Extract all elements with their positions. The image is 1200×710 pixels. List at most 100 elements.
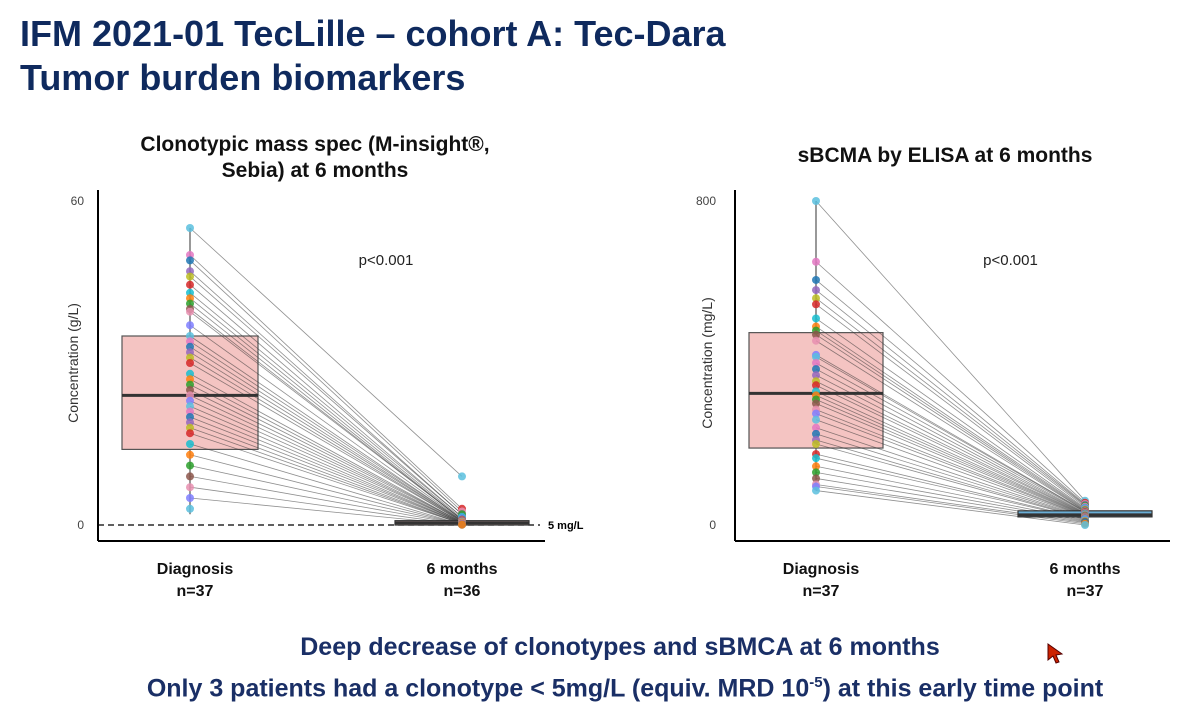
chart1-point-diagnosis [186, 504, 194, 513]
chart2-point-diagnosis [812, 197, 820, 205]
footer-line-2: Only 3 patients had a clonotype < 5mg/L … [0, 668, 1200, 703]
chart2-pair-line [815, 419, 1086, 518]
chart2-pair-line [815, 303, 1086, 508]
chart1-n-label-0: n=37 [177, 583, 214, 600]
chart2-pair-line [815, 297, 1086, 506]
chart1-p-value: p<0.001 [359, 252, 414, 269]
chart2-category-label-1: 6 months [1049, 561, 1120, 578]
chart2-point-diagnosis [812, 294, 820, 303]
chart2-pair-line [815, 318, 1086, 509]
chart2-pair-line [815, 395, 1086, 516]
chart1-pair-line [189, 486, 463, 526]
chart2-y-axis-label: Concentration (mg/L) [699, 297, 715, 429]
chart2-pair-line [815, 384, 1086, 515]
chart2-pair-line [815, 453, 1086, 520]
chart2-pair-line [815, 443, 1086, 519]
chart2-pair-line [815, 409, 1086, 517]
chart2-pair-line [815, 330, 1086, 510]
chart1-title-line-1: Clonotypic mass spec (M-insight®, [140, 133, 490, 156]
chart1-pair-line [189, 389, 463, 524]
chart1-point-diagnosis [186, 450, 194, 459]
chart1-pair-line [189, 384, 463, 523]
chart1-point-diagnosis [186, 429, 194, 438]
chart1-point-diagnosis [186, 321, 194, 330]
chart1-point-diagnosis [186, 494, 194, 502]
chart1-point-diagnosis [186, 483, 194, 492]
footer-line-2-text-b: ) at this early time point [822, 674, 1104, 703]
chart2-point-diagnosis [812, 352, 820, 361]
chart2-point-diagnosis [812, 330, 820, 339]
chart1-pair-line [189, 270, 463, 515]
chart1-y-axis-label: Concentration (g/L) [65, 303, 81, 423]
chart2-point-diagnosis [812, 462, 820, 471]
chart1-point-6-months [458, 472, 466, 481]
chart2-point-diagnosis [812, 468, 820, 477]
chart2-pair-line [815, 279, 1086, 505]
chart2-pair-line [815, 354, 1086, 512]
chart1-pair-line [189, 227, 463, 477]
chart1-pair-line [189, 411, 463, 524]
chart2-y-tick-label-1: 800 [696, 194, 716, 208]
chart2-category-label-0: Diagnosis [783, 561, 860, 578]
chart2-pair-line [815, 261, 1086, 504]
chart2-point-diagnosis [812, 399, 820, 408]
footer-line-2-text-a: Only 3 patients had a clonotype < 5mg/L … [146, 674, 810, 703]
chart1-pair-line [189, 405, 463, 524]
chart1-point-diagnosis [186, 280, 194, 289]
chart1-pair-line [189, 416, 463, 524]
chart2-pair-line [815, 289, 1086, 506]
chart1-pair-line [189, 297, 463, 519]
chart1-y-tick-label-1: 60 [71, 194, 85, 208]
chart1-title: Clonotypic mass spec (M-insight®, Sebia)… [90, 132, 540, 184]
chart1-pair-line [189, 284, 463, 518]
chart2-point-diagnosis [812, 409, 820, 418]
chart1-pair-line [189, 400, 463, 524]
chart1-pair-line [189, 260, 463, 512]
chart1-pair-line [189, 276, 463, 515]
chart2-point-diagnosis [812, 286, 820, 295]
chart1-pair-line [189, 254, 463, 510]
title-line-2: Tumor burden biomarkers [20, 57, 466, 98]
chart1-pair-line [189, 443, 463, 525]
chart1-category-label-0: Diagnosis [157, 561, 234, 578]
chart2-y-tick-label-0: 0 [709, 518, 716, 532]
chart1-category-label-1: 6 months [426, 561, 497, 578]
chart1-threshold-label: 5 mg/L [548, 520, 584, 532]
chart1-point-diagnosis [186, 359, 194, 367]
chart1-pair-line [189, 357, 463, 523]
chart2-n-label-0: n=37 [803, 583, 840, 600]
chart1-pair-line [189, 335, 463, 522]
chart2-point-diagnosis [812, 423, 820, 432]
chart2-pair-line [815, 200, 1086, 501]
chart2-pair-line [815, 490, 1086, 526]
chart2-title: sBCMA by ELISA at 6 months [720, 143, 1170, 169]
chart2-pair-line [815, 390, 1086, 515]
chart1-pair-line [189, 373, 463, 523]
chart2-point-diagnosis [812, 257, 820, 266]
chart1-point-diagnosis [186, 256, 194, 265]
chart1-title-line-2: Sebia) at 6 months [221, 159, 409, 182]
chart2-pair-line [815, 427, 1086, 518]
chart2-p-value: p<0.001 [983, 252, 1038, 269]
chart2-pair-line [815, 413, 1086, 517]
chart2-pair-line [815, 374, 1086, 514]
chart1-n-label-1: n=36 [444, 583, 481, 600]
chart2-title-line-1: sBCMA by ELISA at 6 months [797, 144, 1093, 167]
chart1-pair-line [189, 324, 463, 521]
chart2-point-diagnosis [812, 336, 820, 345]
footer-line-2-superscript: -5 [809, 674, 823, 691]
chart2-pair-line [815, 486, 1086, 525]
chart1-point-diagnosis [186, 272, 194, 281]
slide-title: IFM 2021-01 TecLille – cohort A: Tec-Dar… [20, 12, 726, 100]
chart2-pair-line [815, 403, 1086, 517]
chart2-pair-line [815, 334, 1086, 511]
chart2-point-diagnosis [812, 474, 820, 483]
chart2-pair-line [815, 340, 1086, 512]
chart2-pair-line [815, 439, 1086, 519]
chart2-point-diagnosis [812, 314, 820, 323]
chart1-pair-line [189, 454, 463, 525]
chart1-pair-line [189, 341, 463, 522]
chart1-pair-line [189, 351, 463, 522]
mouse-pointer-icon [1047, 643, 1064, 664]
chart2-point-diagnosis [812, 371, 820, 380]
